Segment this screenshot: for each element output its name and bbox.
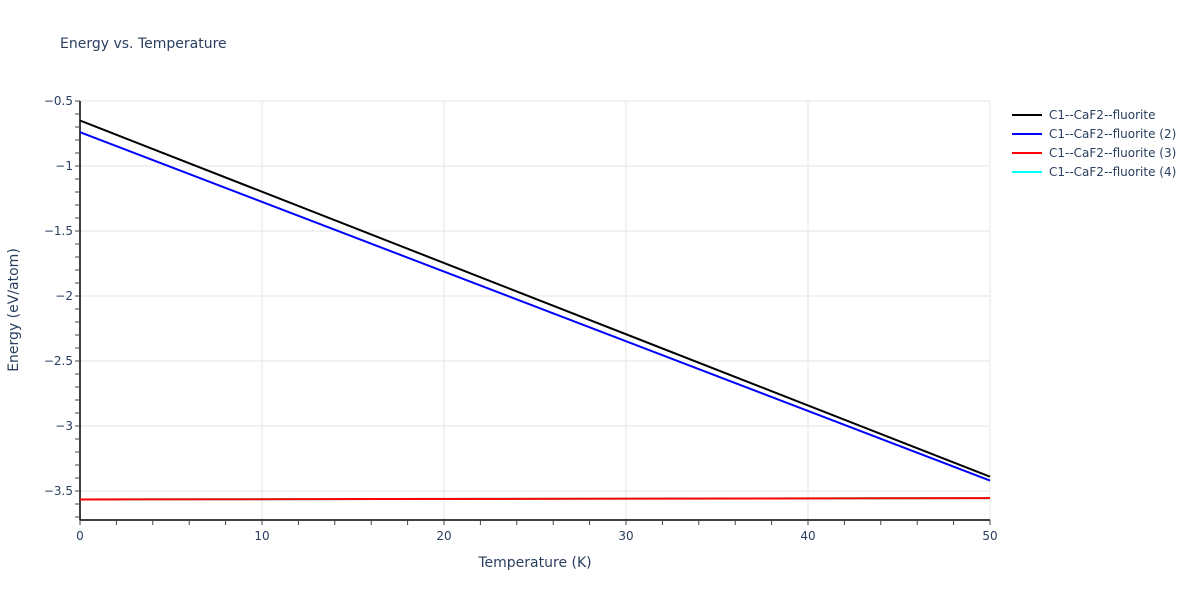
y-tick-label: −2.5 bbox=[44, 354, 73, 368]
y-tick-label: −3 bbox=[55, 419, 73, 433]
x-tick-label: 50 bbox=[982, 529, 997, 543]
y-tick-label: −3.5 bbox=[44, 484, 73, 498]
legend-label: C1--CaF2--fluorite (4) bbox=[1049, 164, 1177, 179]
legend-item-series-1[interactable]: C1--CaF2--fluorite bbox=[1012, 105, 1176, 124]
legend-swatch-icon bbox=[1012, 113, 1042, 116]
series-line bbox=[79, 497, 991, 501]
x-tick-label: 40 bbox=[800, 529, 815, 543]
x-tick-label: 0 bbox=[76, 529, 84, 543]
legend: C1--CaF2--fluorite C1--CaF2--fluorite (2… bbox=[1012, 105, 1176, 181]
y-tick-label: −1 bbox=[55, 159, 73, 173]
legend-label: C1--CaF2--fluorite (3) bbox=[1049, 145, 1177, 160]
y-tick-label: −1.5 bbox=[44, 224, 73, 238]
x-tick-label: 10 bbox=[254, 529, 269, 543]
legend-item-series-2[interactable]: C1--CaF2--fluorite (2) bbox=[1012, 124, 1176, 143]
y-axis-label: Energy (eV/atom) bbox=[6, 248, 22, 372]
legend-item-series-4[interactable]: C1--CaF2--fluorite (4) bbox=[1012, 162, 1176, 181]
series-line bbox=[79, 131, 991, 482]
legend-label: C1--CaF2--fluorite (2) bbox=[1049, 126, 1177, 141]
legend-swatch-icon bbox=[1012, 151, 1042, 154]
legend-item-series-3[interactable]: C1--CaF2--fluorite (3) bbox=[1012, 143, 1176, 162]
x-axis-label: Temperature (K) bbox=[478, 555, 592, 571]
chart-title: Energy vs. Temperature bbox=[60, 36, 227, 52]
legend-swatch-icon bbox=[1012, 170, 1042, 173]
legend-swatch-icon bbox=[1012, 132, 1042, 135]
legend-label: C1--CaF2--fluorite bbox=[1049, 107, 1156, 122]
x-tick-label: 30 bbox=[618, 529, 633, 543]
y-tick-label: −0.5 bbox=[44, 94, 73, 108]
x-tick-label: 20 bbox=[436, 529, 451, 543]
y-tick-label: −2 bbox=[55, 289, 73, 303]
series-line bbox=[79, 119, 991, 478]
